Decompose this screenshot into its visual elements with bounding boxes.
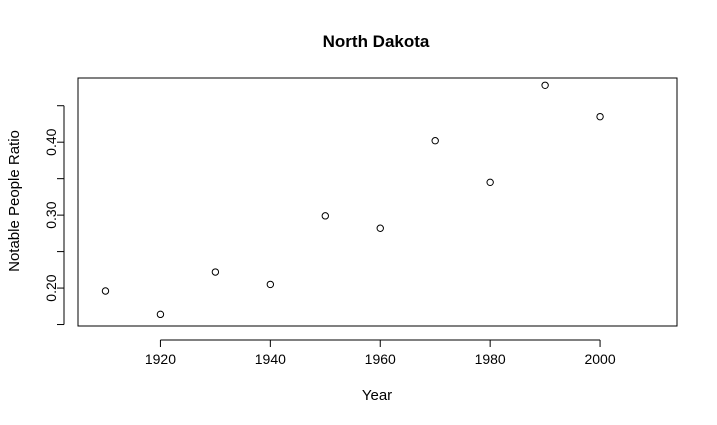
plot-frame xyxy=(77,77,678,327)
x-axis-label: Year xyxy=(362,387,392,404)
y-axis: 0.20 0.30 0.40 xyxy=(43,105,65,326)
data-point xyxy=(541,81,549,89)
data-point xyxy=(321,212,329,220)
y-tick-label: 0.20 xyxy=(43,274,59,301)
data-point xyxy=(266,280,275,289)
data-point xyxy=(211,268,220,276)
x-tick-label: 1960 xyxy=(365,351,396,367)
data-point xyxy=(156,310,165,319)
y-axis-label: Notable People Ratio xyxy=(6,130,23,272)
data-point xyxy=(376,224,384,232)
y-tick-label: 0.30 xyxy=(43,201,59,228)
data-point xyxy=(486,178,494,187)
x-tick-label: 2000 xyxy=(584,351,615,367)
x-axis: 1920 1940 1960 1980 2000 xyxy=(145,339,616,367)
x-tick-label: 1980 xyxy=(475,351,506,367)
data-point xyxy=(596,112,604,121)
x-tick-label: 1920 xyxy=(145,351,176,367)
x-tick-label: 1940 xyxy=(255,351,286,367)
data-points xyxy=(101,81,604,319)
chart-title: North Dakota xyxy=(323,32,430,51)
data-point xyxy=(101,287,110,295)
data-point xyxy=(431,137,439,145)
y-tick-label: 0.40 xyxy=(43,128,59,155)
